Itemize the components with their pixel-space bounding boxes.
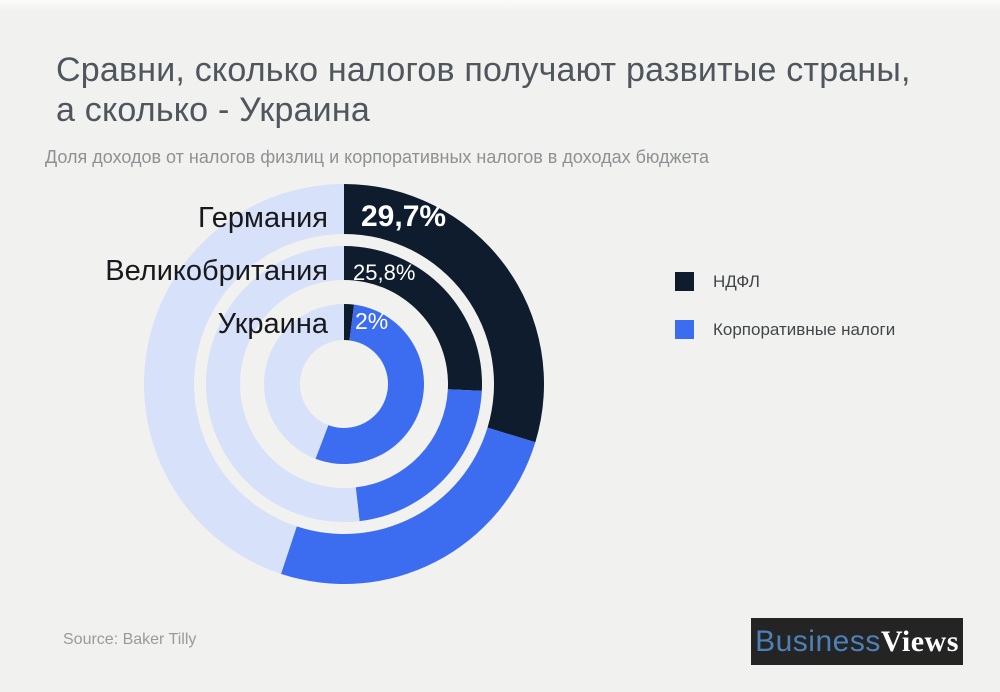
logo-text-business: Business (755, 624, 881, 658)
ring-label-uk: Великобритания (105, 255, 328, 287)
legend-row-pit: НДФЛ (675, 272, 895, 291)
top-edge-sheen (0, 0, 1000, 12)
title-line-2: а сколько - Украина (56, 91, 370, 129)
legend-swatch-pit (675, 272, 694, 291)
ukraine-pit-segment (344, 304, 355, 341)
germany-rest-segment (143, 184, 344, 574)
ring-label-ukraine: Украина (217, 308, 328, 340)
chart-legend: НДФЛ Корпоративные налоги (675, 272, 895, 368)
source-credit: Source: Baker Tilly (63, 631, 197, 648)
uk-pit-segment (344, 246, 483, 391)
germany-corporate-segment (281, 427, 536, 585)
title-line-1: Сравни, сколько налогов получают развиты… (56, 51, 911, 89)
legend-label-corporate: Корпоративные налоги (713, 319, 896, 339)
pct-value-germany: 29,7% (361, 200, 447, 233)
ukraine-corporate-segment (315, 304, 424, 464)
businessviews-logo: Business Views (751, 618, 963, 665)
uk-corporate-segment (355, 389, 482, 522)
ukraine-rest-segment (263, 304, 344, 459)
pct-value-uk: 25,8% (353, 260, 416, 285)
legend-row-corporate: Корпоративные налоги (675, 320, 895, 339)
logo-text-views: Views (880, 624, 959, 658)
chart-subtitle: Доля доходов от налогов физлиц и корпора… (45, 147, 710, 167)
page-title: Сравни, сколько налогов получают развиты… (56, 50, 956, 130)
legend-label-pit: НДФЛ (713, 271, 760, 291)
pct-value-ukraine: 2% (355, 308, 389, 334)
legend-swatch-corporate (675, 320, 694, 339)
ring-label-germany: Германия (197, 202, 328, 234)
germany-pit-segment (344, 184, 544, 443)
uk-rest-segment (206, 246, 360, 522)
